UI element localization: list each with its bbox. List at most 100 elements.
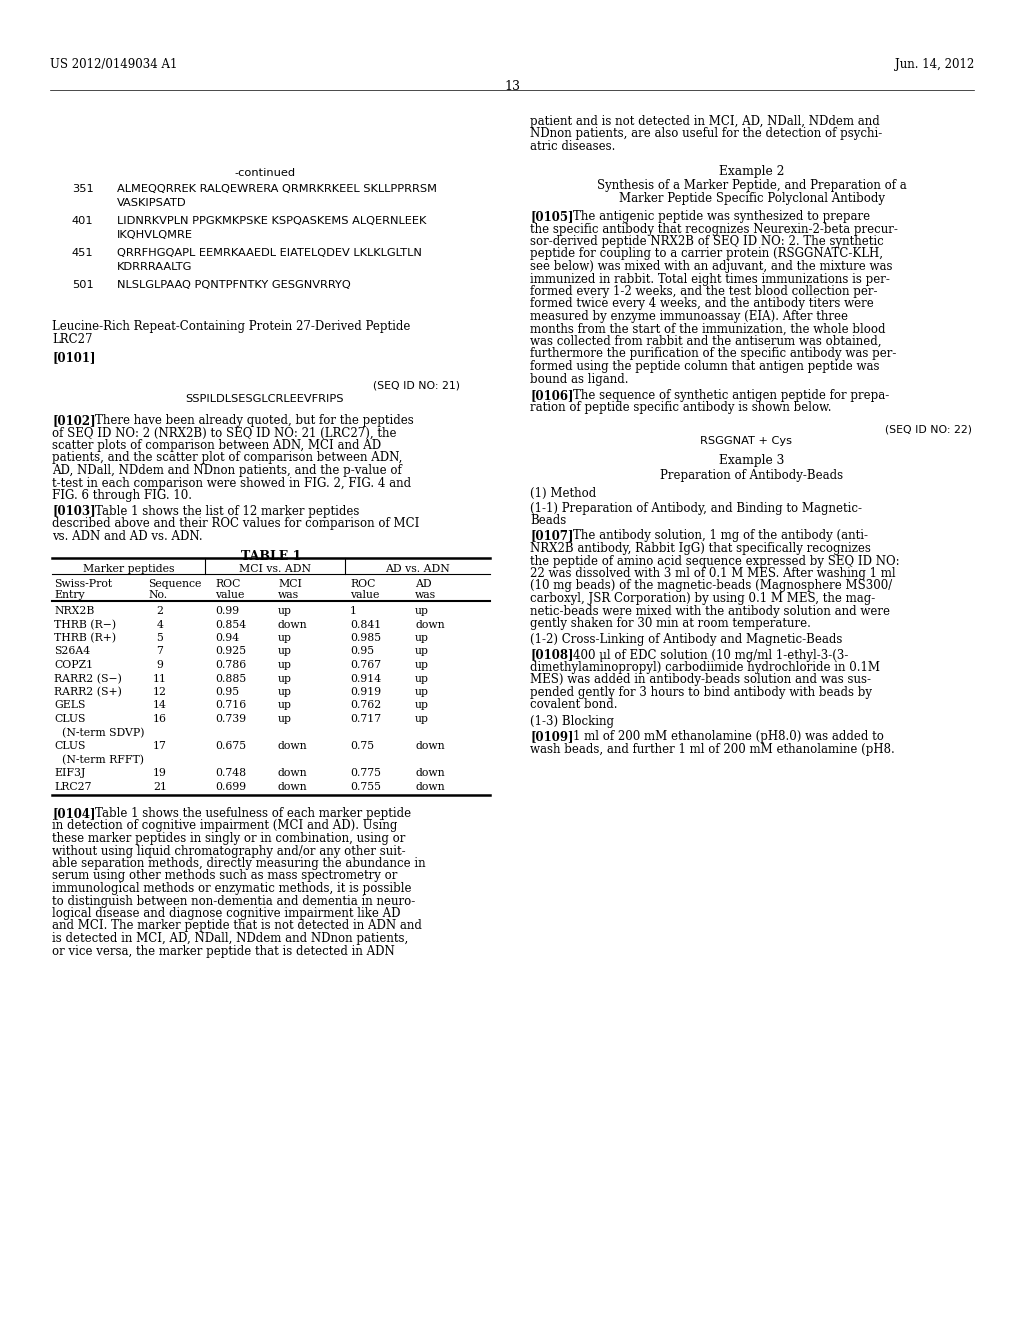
Text: [0101]: [0101] xyxy=(52,351,95,364)
Text: Swiss-Prot: Swiss-Prot xyxy=(54,579,112,589)
Text: 0.914: 0.914 xyxy=(350,673,381,684)
Text: able separation methods, directly measuring the abundance in: able separation methods, directly measur… xyxy=(52,857,426,870)
Text: down: down xyxy=(415,741,444,751)
Text: patients, and the scatter plot of comparison between ADN,: patients, and the scatter plot of compar… xyxy=(52,451,402,465)
Text: [0102]: [0102] xyxy=(52,414,95,426)
Text: Preparation of Antibody-Beads: Preparation of Antibody-Beads xyxy=(660,469,844,482)
Text: months from the start of the immunization, the whole blood: months from the start of the immunizatio… xyxy=(530,322,886,335)
Text: 12: 12 xyxy=(153,686,167,697)
Text: Entry: Entry xyxy=(54,590,85,601)
Text: measured by enzyme immunoassay (EIA). After three: measured by enzyme immunoassay (EIA). Af… xyxy=(530,310,848,323)
Text: Example 2: Example 2 xyxy=(719,165,784,177)
Text: 0.717: 0.717 xyxy=(350,714,381,723)
Text: down: down xyxy=(415,619,444,630)
Text: down: down xyxy=(278,781,307,792)
Text: these marker peptides in singly or in combination, using or: these marker peptides in singly or in co… xyxy=(52,832,406,845)
Text: (10 mg beads) of the magnetic-beads (Magnosphere MS300/: (10 mg beads) of the magnetic-beads (Mag… xyxy=(530,579,892,593)
Text: 0.675: 0.675 xyxy=(215,741,246,751)
Text: [0106]: [0106] xyxy=(530,389,573,403)
Text: (1-3) Blocking: (1-3) Blocking xyxy=(530,715,614,729)
Text: LRC27: LRC27 xyxy=(52,333,92,346)
Text: RARR2 (S+): RARR2 (S+) xyxy=(54,686,122,697)
Text: COPZ1: COPZ1 xyxy=(54,660,93,671)
Text: 4: 4 xyxy=(157,619,164,630)
Text: CLUS: CLUS xyxy=(54,714,85,723)
Text: Jun. 14, 2012: Jun. 14, 2012 xyxy=(895,58,974,71)
Text: MES) was added in antibody-beads solution and was sus-: MES) was added in antibody-beads solutio… xyxy=(530,673,871,686)
Text: [0108]: [0108] xyxy=(530,648,573,661)
Text: serum using other methods such as mass spectrometry or: serum using other methods such as mass s… xyxy=(52,870,397,883)
Text: up: up xyxy=(415,701,429,710)
Text: 0.786: 0.786 xyxy=(215,660,246,671)
Text: value: value xyxy=(350,590,379,601)
Text: was: was xyxy=(278,590,299,601)
Text: of SEQ ID NO: 2 (NRX2B) to SEQ ID NO: 21 (LRC27), the: of SEQ ID NO: 2 (NRX2B) to SEQ ID NO: 21… xyxy=(52,426,396,440)
Text: (N-term SDVP): (N-term SDVP) xyxy=(62,727,144,738)
Text: 2: 2 xyxy=(157,606,164,616)
Text: [0109]: [0109] xyxy=(530,730,573,743)
Text: patient and is not detected in MCI, AD, NDall, NDdem and: patient and is not detected in MCI, AD, … xyxy=(530,115,880,128)
Text: Leucine-Rich Repeat-Containing Protein 27-Derived Peptide: Leucine-Rich Repeat-Containing Protein 2… xyxy=(52,319,411,333)
Text: RSGGNAT + Cys: RSGGNAT + Cys xyxy=(700,436,792,446)
Text: down: down xyxy=(415,781,444,792)
Text: S26A4: S26A4 xyxy=(54,647,90,656)
Text: Example 3: Example 3 xyxy=(719,454,784,467)
Text: VASKIPSATD: VASKIPSATD xyxy=(117,198,186,209)
Text: -continued: -continued xyxy=(234,168,296,178)
Text: 0.767: 0.767 xyxy=(350,660,381,671)
Text: LRC27: LRC27 xyxy=(54,781,91,792)
Text: up: up xyxy=(415,606,429,616)
Text: formed twice every 4 weeks, and the antibody titers were: formed twice every 4 weeks, and the anti… xyxy=(530,297,873,310)
Text: peptide for coupling to a carrier protein (RSGGNATC-KLH,: peptide for coupling to a carrier protei… xyxy=(530,248,883,260)
Text: CLUS: CLUS xyxy=(54,741,85,751)
Text: No.: No. xyxy=(148,590,167,601)
Text: in detection of cognitive impairment (MCI and AD). Using: in detection of cognitive impairment (MC… xyxy=(52,820,397,833)
Text: AD, NDall, NDdem and NDnon patients, and the p-value of: AD, NDall, NDdem and NDnon patients, and… xyxy=(52,465,401,477)
Text: 0.885: 0.885 xyxy=(215,673,246,684)
Text: 0.75: 0.75 xyxy=(350,741,374,751)
Text: Marker Peptide Specific Polyclonal Antibody: Marker Peptide Specific Polyclonal Antib… xyxy=(618,191,885,205)
Text: 11: 11 xyxy=(153,673,167,684)
Text: ROC: ROC xyxy=(350,579,376,589)
Text: KDRRRAALTG: KDRRRAALTG xyxy=(117,261,193,272)
Text: ration of peptide specific antibody is shown below.: ration of peptide specific antibody is s… xyxy=(530,401,831,414)
Text: 16: 16 xyxy=(153,714,167,723)
Text: covalent bond.: covalent bond. xyxy=(530,698,617,711)
Text: NRX2B antibody, Rabbit IgG) that specifically recognizes: NRX2B antibody, Rabbit IgG) that specifi… xyxy=(530,543,870,554)
Text: down: down xyxy=(415,768,444,777)
Text: SSPILDLSESGLCRLEEVFRIPS: SSPILDLSESGLCRLEEVFRIPS xyxy=(185,393,344,404)
Text: the specific antibody that recognizes Neurexin-2-beta precur-: the specific antibody that recognizes Ne… xyxy=(530,223,898,235)
Text: 0.95: 0.95 xyxy=(215,686,240,697)
Text: formed every 1-2 weeks, and the test blood collection per-: formed every 1-2 weeks, and the test blo… xyxy=(530,285,878,298)
Text: QRRFHGQAPL EEMRKAAEDL EIATELQDEV LKLKLGLTLN: QRRFHGQAPL EEMRKAAEDL EIATELQDEV LKLKLGL… xyxy=(117,248,422,257)
Text: furthermore the purification of the specific antibody was per-: furthermore the purification of the spec… xyxy=(530,347,896,360)
Text: The antigenic peptide was synthesized to prepare: The antigenic peptide was synthesized to… xyxy=(573,210,870,223)
Text: described above and their ROC values for comparison of MCI: described above and their ROC values for… xyxy=(52,517,420,531)
Text: The antibody solution, 1 mg of the antibody (anti-: The antibody solution, 1 mg of the antib… xyxy=(573,529,868,543)
Text: Table 1 shows the usefulness of each marker peptide: Table 1 shows the usefulness of each mar… xyxy=(95,807,411,820)
Text: 0.762: 0.762 xyxy=(350,701,381,710)
Text: up: up xyxy=(278,714,292,723)
Text: up: up xyxy=(415,647,429,656)
Text: Sequence: Sequence xyxy=(148,579,202,589)
Text: t-test in each comparison were showed in FIG. 2, FIG. 4 and: t-test in each comparison were showed in… xyxy=(52,477,411,490)
Text: up: up xyxy=(278,606,292,616)
Text: (N-term RFFT): (N-term RFFT) xyxy=(62,755,144,764)
Text: was: was xyxy=(415,590,436,601)
Text: (1-2) Cross-Linking of Antibody and Magnetic-Beads: (1-2) Cross-Linking of Antibody and Magn… xyxy=(530,634,843,647)
Text: AD vs. ADN: AD vs. ADN xyxy=(385,564,450,574)
Text: up: up xyxy=(278,686,292,697)
Text: MCI vs. ADN: MCI vs. ADN xyxy=(239,564,311,574)
Text: 5: 5 xyxy=(157,634,164,643)
Text: 1: 1 xyxy=(350,606,357,616)
Text: (1-1) Preparation of Antibody, and Binding to Magnetic-: (1-1) Preparation of Antibody, and Bindi… xyxy=(530,502,862,515)
Text: Marker peptides: Marker peptides xyxy=(83,564,174,574)
Text: THRB (R−): THRB (R−) xyxy=(54,619,116,630)
Text: 0.94: 0.94 xyxy=(215,634,240,643)
Text: immunized in rabbit. Total eight times immunizations is per-: immunized in rabbit. Total eight times i… xyxy=(530,272,890,285)
Text: 9: 9 xyxy=(157,660,164,671)
Text: [0105]: [0105] xyxy=(530,210,573,223)
Text: up: up xyxy=(415,660,429,671)
Text: 0.841: 0.841 xyxy=(350,619,381,630)
Text: NDnon patients, are also useful for the detection of psychi-: NDnon patients, are also useful for the … xyxy=(530,128,883,140)
